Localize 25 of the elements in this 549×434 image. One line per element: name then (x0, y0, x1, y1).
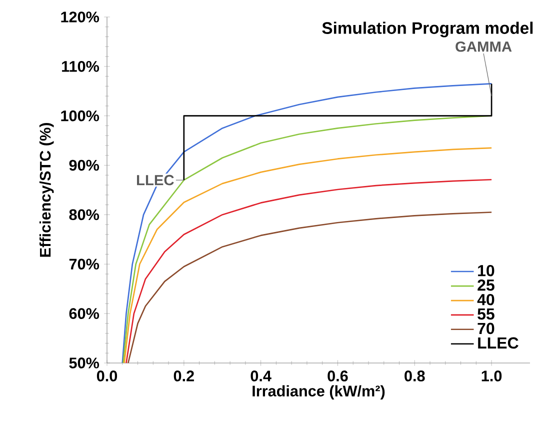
y-tick-label: 80% (69, 209, 100, 220)
x-axis-title: Irradiance (kW/m²) (252, 385, 385, 400)
y-tick-label: 90% (69, 160, 100, 171)
y-tick-label: 50% (69, 358, 100, 368)
y-axis-title: Efficiency/STC (%) (39, 123, 54, 257)
x-tick-label: 0.6 (328, 370, 348, 382)
legend-label: 40 (477, 294, 494, 306)
chart-title: Simulation Program model (322, 22, 533, 38)
x-tick-label: 0.0 (96, 370, 118, 382)
y-tick-label: 120% (61, 12, 100, 22)
x-tick-label: 0.4 (250, 370, 272, 382)
x-tick-label: 0.8 (404, 370, 425, 382)
y-tick-label: 100% (61, 110, 100, 122)
y-tick-label: 60% (69, 308, 100, 319)
annotation: GAMMA (456, 41, 512, 52)
legend-label: LLEC (478, 337, 518, 349)
x-tick-label: 0.2 (174, 370, 194, 382)
legend-label: 10 (478, 264, 494, 276)
legend-label: 25 (478, 279, 494, 291)
y-tick-label: 70% (69, 258, 100, 270)
x-tick-label: 1.0 (482, 370, 502, 382)
legend-label: 70 (478, 322, 494, 334)
y-tick-label: 110% (62, 60, 100, 72)
annotation: LLEC (137, 174, 174, 186)
legend-label: 55 (478, 308, 494, 320)
